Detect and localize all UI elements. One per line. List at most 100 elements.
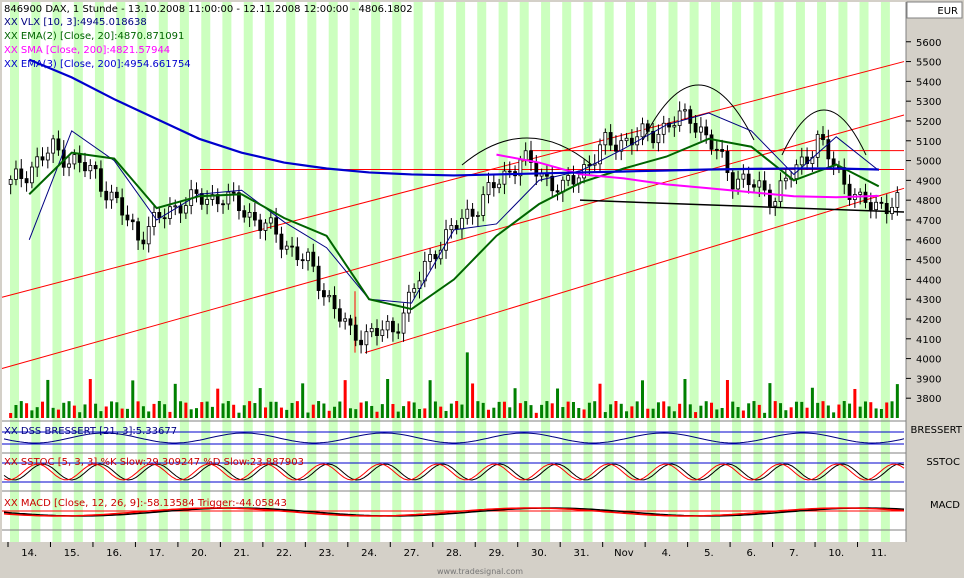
candle-body — [890, 206, 894, 215]
candle-body — [136, 221, 140, 241]
volume-bar — [72, 405, 76, 418]
head-shoulders-arcs — [461, 84, 867, 166]
volume-bar — [858, 406, 862, 418]
candle-body — [582, 164, 586, 179]
candle-body — [109, 191, 114, 201]
y-tick-label: 5300 — [916, 97, 941, 108]
volume-bar — [290, 402, 294, 418]
sstoc-legend: XX SSTOC [5, 3, 3] %K Slow:29.309247 %D … — [4, 457, 304, 468]
oscillator-panes — [2, 431, 905, 517]
volume-bar — [497, 401, 501, 418]
volume-bar — [614, 401, 618, 418]
volume-bar — [540, 404, 544, 418]
candle-body — [348, 318, 353, 326]
y-tick-label: 4800 — [916, 196, 941, 207]
candle-body — [656, 133, 661, 144]
candle-body — [295, 246, 300, 261]
volume-bar — [449, 403, 453, 418]
volume-bar — [656, 402, 660, 418]
volume-bar — [210, 406, 214, 418]
neckline — [579, 199, 905, 213]
volume-bar — [386, 379, 390, 418]
volume-bar — [295, 401, 299, 418]
channel-line — [1, 114, 905, 369]
y-tick-label: 4100 — [916, 335, 941, 346]
candle-body — [72, 154, 77, 165]
session-stripe — [222, 2, 232, 542]
volume-bar — [534, 412, 538, 418]
x-tick-label: 14. — [21, 548, 37, 559]
candle-body — [651, 130, 656, 144]
candle-body — [77, 154, 82, 163]
volume-bar — [784, 410, 788, 418]
legend-sma200: XX SMA [Close, 200]:4821.57944 — [4, 45, 170, 56]
volume-bar — [99, 411, 103, 418]
volume-bar — [19, 401, 23, 418]
volume-bar — [62, 402, 66, 418]
candle-body — [741, 173, 746, 180]
y-tick-label: 5000 — [916, 157, 941, 168]
session-stripe — [604, 2, 614, 542]
candle-body — [40, 156, 45, 161]
volume-bar — [800, 401, 804, 418]
volume-bar — [226, 401, 230, 418]
x-tick-label: 27. — [404, 548, 420, 559]
candle-body — [879, 201, 884, 204]
y-tick-label: 5400 — [916, 77, 941, 88]
candle-body — [337, 308, 342, 322]
candle-body — [183, 205, 188, 214]
volume-bar — [640, 380, 644, 418]
candle-body — [8, 178, 13, 185]
macd-line — [3, 507, 905, 517]
candle-body — [290, 245, 294, 248]
volume-bar — [301, 383, 305, 418]
candle-body — [619, 140, 624, 152]
candle-body — [507, 170, 512, 173]
volume-bar — [779, 403, 783, 418]
volume-bar — [56, 409, 60, 418]
candle-body — [645, 123, 650, 132]
volume-bar — [264, 407, 268, 418]
volume-bar — [768, 383, 772, 418]
candle-body — [778, 180, 783, 203]
candle-body — [805, 156, 809, 164]
candle-body — [51, 138, 56, 154]
candle-body — [720, 149, 725, 152]
session-stripe — [795, 2, 805, 542]
volume-bar — [189, 409, 193, 418]
candle-body — [502, 170, 507, 185]
x-tick-label: Nov — [614, 548, 634, 559]
candle-body — [205, 199, 210, 205]
volume-bar — [237, 412, 241, 418]
candle-body — [672, 125, 677, 128]
candle-body — [104, 190, 109, 201]
candle-body — [677, 110, 682, 126]
volume-bar — [306, 412, 310, 418]
volume-bar — [471, 383, 475, 418]
volume-bar — [354, 409, 358, 418]
watermark: www.tradesignal.com — [437, 567, 523, 576]
candle-body — [714, 148, 719, 151]
candle-body — [465, 208, 470, 219]
volume-bar — [810, 387, 814, 418]
session-stripe — [179, 2, 189, 542]
candle-body — [725, 151, 730, 174]
macd-legend: XX MACD [Close, 12, 26, 9]:-58.13584 Tri… — [4, 498, 287, 509]
x-tick-label: 5. — [704, 548, 714, 559]
session-stripe — [31, 2, 41, 542]
volume-bar — [184, 402, 188, 418]
volume-bar — [317, 401, 321, 418]
session-stripe — [413, 2, 423, 542]
candle-body — [306, 251, 310, 262]
session-stripe — [562, 2, 572, 542]
candle-body — [730, 172, 735, 190]
volume-bar — [789, 407, 793, 418]
volume-bar — [609, 404, 613, 418]
candle-body — [146, 226, 151, 245]
volume-bar — [763, 412, 767, 418]
volume-bar — [869, 402, 873, 418]
candle-body — [125, 214, 130, 221]
candle-body — [821, 134, 825, 141]
y-tick-label: 4900 — [916, 176, 941, 187]
volume-bar — [391, 404, 395, 418]
